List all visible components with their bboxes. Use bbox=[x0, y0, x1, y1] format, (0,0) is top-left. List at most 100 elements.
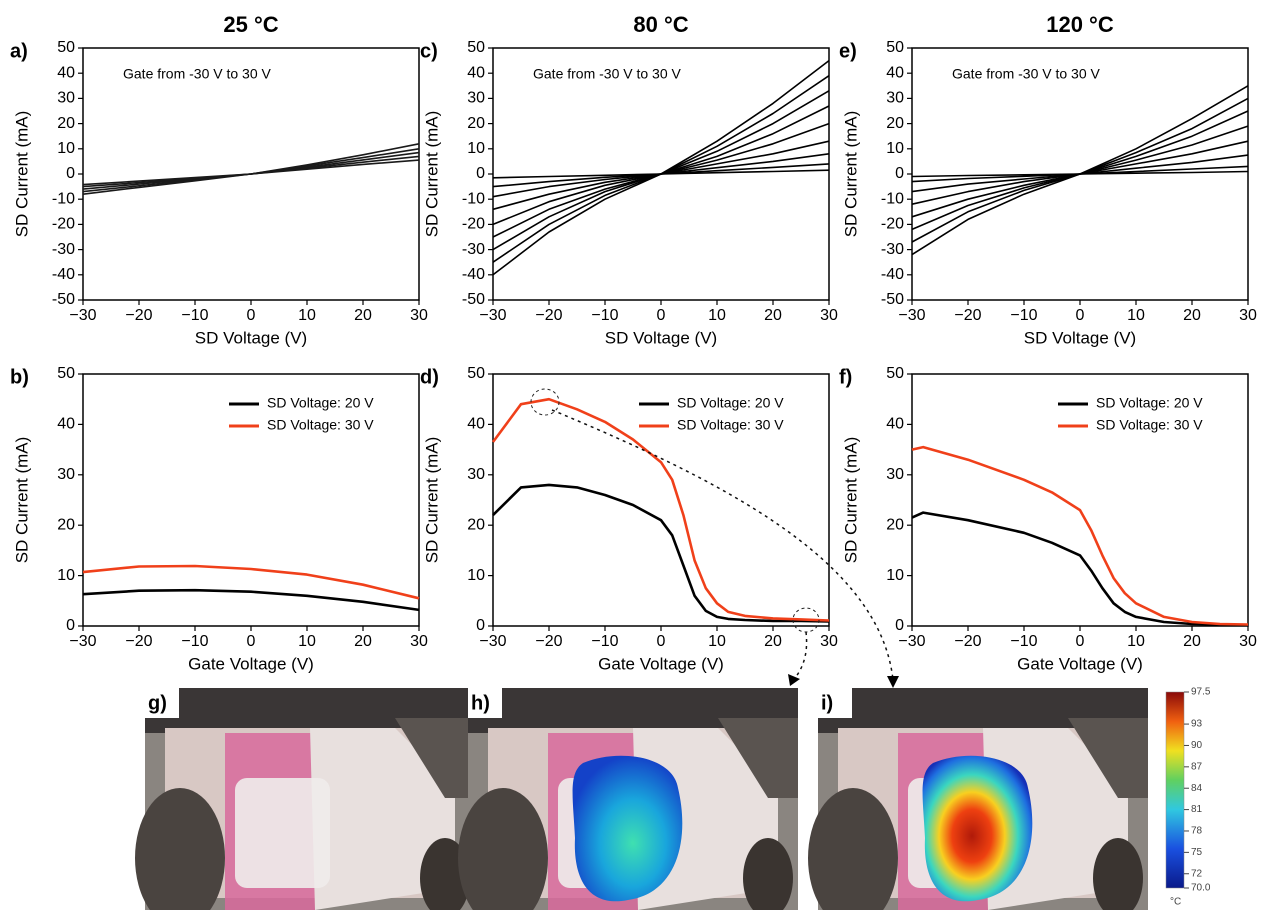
panel-label: c) bbox=[420, 40, 438, 62]
y-tick-label: 20 bbox=[886, 516, 904, 533]
x-tick-label: 10 bbox=[298, 633, 316, 650]
legend-label: SD Voltage: 20 V bbox=[1096, 395, 1203, 411]
plot-frame bbox=[492, 373, 830, 627]
y-tick-label: -10 bbox=[462, 190, 485, 207]
x-tick-label: 0 bbox=[1076, 633, 1085, 650]
x-tick-label: −10 bbox=[1010, 307, 1037, 324]
y-tick-label: 10 bbox=[886, 567, 904, 584]
panel-label: f) bbox=[839, 366, 852, 388]
x-tick-label: −20 bbox=[125, 633, 152, 650]
x-tick-label: 0 bbox=[1076, 307, 1085, 324]
photo-screw bbox=[420, 838, 470, 910]
legend-label: SD Voltage: 30 V bbox=[1096, 417, 1203, 433]
x-tick-label: −10 bbox=[181, 307, 208, 324]
x-tick-label: 0 bbox=[657, 307, 666, 324]
legend-label: SD Voltage: 20 V bbox=[267, 395, 374, 411]
y-tick-label: 10 bbox=[57, 567, 75, 584]
y-tick-label: 30 bbox=[57, 90, 75, 107]
x-tick-label: 0 bbox=[247, 633, 256, 650]
y-tick-label: 0 bbox=[476, 617, 485, 634]
panel-label: a) bbox=[10, 40, 28, 62]
x-tick-label: −30 bbox=[69, 633, 96, 650]
x-tick-label: −30 bbox=[479, 307, 506, 324]
thermal-blob bbox=[572, 755, 683, 902]
y-tick-label: -30 bbox=[881, 241, 904, 258]
y-tick-label: -10 bbox=[52, 190, 75, 207]
y-tick-label: 20 bbox=[467, 516, 485, 533]
data-line bbox=[492, 140, 830, 211]
y-tick-label: -20 bbox=[52, 216, 75, 233]
x-tick-label: −10 bbox=[1010, 633, 1037, 650]
x-tick-label: 20 bbox=[764, 633, 782, 650]
y-tick-label: 30 bbox=[886, 90, 904, 107]
x-tick-label: 20 bbox=[1183, 633, 1201, 650]
data-line bbox=[492, 75, 830, 263]
data-line bbox=[911, 125, 1249, 218]
y-tick-label: 20 bbox=[57, 115, 75, 132]
y-tick-label: 50 bbox=[57, 365, 75, 382]
y-tick-label: -10 bbox=[881, 190, 904, 207]
photo-window bbox=[235, 778, 330, 888]
y-tick-label: 20 bbox=[57, 516, 75, 533]
x-axis-label: SD Voltage (V) bbox=[195, 328, 307, 347]
photo-arm bbox=[718, 718, 798, 798]
column-title: 25 °C bbox=[223, 12, 278, 37]
data-line bbox=[911, 97, 1249, 243]
colorbar-tick-label: 78 bbox=[1191, 826, 1203, 837]
data-line bbox=[82, 588, 420, 612]
annotation: Gate from -30 V to 30 V bbox=[952, 66, 1101, 82]
y-tick-label: 50 bbox=[467, 365, 485, 382]
y-tick-label: 40 bbox=[886, 416, 904, 433]
x-axis-label: SD Voltage (V) bbox=[605, 328, 717, 347]
data-line bbox=[911, 170, 1249, 178]
annotation: Gate from -30 V to 30 V bbox=[123, 66, 272, 82]
photo: i) bbox=[808, 688, 1148, 910]
photo-block bbox=[310, 728, 455, 910]
data-line bbox=[491, 397, 830, 622]
x-tick-label: −30 bbox=[479, 633, 506, 650]
x-tick-label: −30 bbox=[898, 633, 925, 650]
x-tick-label: 30 bbox=[1239, 633, 1257, 650]
x-tick-label: −20 bbox=[535, 307, 562, 324]
photo-label-bg bbox=[145, 688, 179, 718]
x-axis-label: Gate Voltage (V) bbox=[188, 654, 314, 673]
photo-label-bg bbox=[818, 688, 852, 718]
y-tick-label: 40 bbox=[57, 64, 75, 81]
data-line bbox=[911, 110, 1249, 231]
colorbar-tick-label: 81 bbox=[1191, 804, 1203, 815]
y-tick-label: 0 bbox=[476, 165, 485, 182]
data-line bbox=[911, 85, 1249, 256]
x-tick-label: 20 bbox=[764, 307, 782, 324]
photo-clamp bbox=[808, 788, 898, 910]
data-line bbox=[82, 159, 420, 186]
y-tick-label: 30 bbox=[57, 466, 75, 483]
y-tick-label: 20 bbox=[886, 115, 904, 132]
y-tick-label: -30 bbox=[52, 241, 75, 258]
plot-frame bbox=[911, 373, 1249, 627]
panel-label: b) bbox=[10, 366, 29, 388]
y-axis-label: SD Current (mA) bbox=[841, 111, 860, 238]
x-tick-label: 30 bbox=[410, 633, 428, 650]
x-tick-label: 30 bbox=[820, 633, 838, 650]
photo-clamp bbox=[458, 788, 548, 910]
y-axis-label: SD Current (mA) bbox=[12, 111, 31, 238]
photo: g) bbox=[135, 688, 475, 910]
annotations bbox=[530, 388, 899, 688]
y-axis-label: SD Current (mA) bbox=[422, 111, 441, 238]
y-tick-label: -50 bbox=[881, 291, 904, 308]
colorbar-tick-label: 87 bbox=[1191, 761, 1203, 772]
x-tick-label: −10 bbox=[591, 307, 618, 324]
x-tick-label: 20 bbox=[354, 633, 372, 650]
x-tick-label: 0 bbox=[247, 307, 256, 324]
x-tick-label: 30 bbox=[1239, 307, 1257, 324]
colorbar-tick-label: 90 bbox=[1191, 740, 1203, 751]
x-tick-label: 20 bbox=[1183, 307, 1201, 324]
data-line bbox=[911, 445, 1249, 626]
y-tick-label: 10 bbox=[886, 140, 904, 157]
photo-label: g) bbox=[148, 692, 167, 714]
annotation: Gate from -30 V to 30 V bbox=[533, 66, 682, 82]
photo-arm bbox=[395, 718, 475, 798]
y-tick-label: 40 bbox=[57, 416, 75, 433]
data-line bbox=[82, 564, 420, 600]
y-tick-label: 30 bbox=[467, 466, 485, 483]
